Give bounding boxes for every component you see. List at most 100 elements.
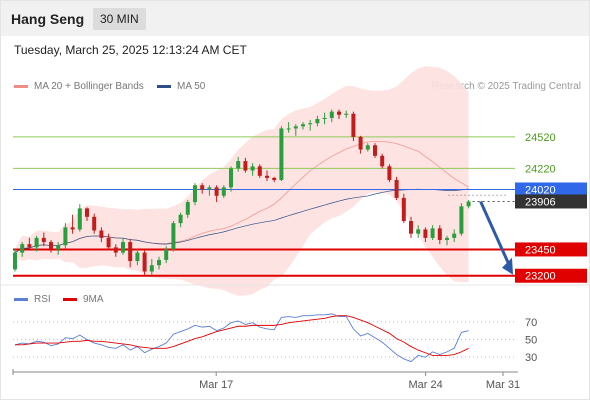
candle-body [250,166,255,171]
level-label-bg-23200 [515,268,587,283]
candle-body [149,265,154,272]
candle-body [329,111,334,118]
candle-body [286,128,291,130]
level-label-24220: 24220 [525,163,556,175]
candle-body [56,245,61,250]
candle-body [106,237,111,248]
candle-body [459,206,464,234]
legend-item-9ma: 9MA [63,294,104,305]
candle-body [315,118,320,124]
candle-body [229,168,233,188]
candle-body [416,229,421,234]
candle-body [430,228,435,238]
candle-body [380,155,385,167]
candle-body [164,249,169,260]
candle-body [63,227,68,246]
forecast-arrow-head [502,257,513,275]
candle-body [243,161,248,171]
candle-body [13,252,17,270]
legend-swatch-rsi [14,297,28,301]
candle-body [207,187,212,190]
level-label-bg-23450 [515,242,587,257]
candle-body [34,237,39,248]
candle-body [279,128,284,181]
candle-body [200,185,205,190]
candle-body [401,197,406,222]
candle-body [257,166,262,176]
candle-body [344,113,349,115]
candle-body [308,123,313,125]
candle-body [358,136,363,150]
candle-body [337,111,341,115]
candle-body [373,145,377,156]
candle-body [452,233,457,238]
rsi-tick-30: 30 [525,352,537,364]
candle-body [121,242,125,253]
candle-body [142,252,147,272]
candle-body [99,230,104,238]
rsi-line [14,313,469,363]
candle-body [293,126,298,129]
timeframe-badge[interactable]: 30 MIN [93,8,146,30]
copyright-text: Research © 2025 Trading Central [431,81,581,92]
candle-body [351,113,356,137]
legend-item-rsi: RSI [14,294,51,305]
candle-body [135,252,140,262]
level-label-bg-24020 [515,182,587,197]
candle-body [85,208,89,217]
candle-body [77,208,82,230]
candle-body [178,214,183,224]
candle-body [466,201,471,207]
candle-body [92,216,97,231]
candle-body [272,177,277,181]
candle-body [409,221,413,234]
candle-body [128,242,133,262]
candle-body [445,237,449,240]
candle-body [193,185,197,203]
legend-swatch-bollinger [14,84,28,88]
candle-body [437,228,442,240]
level-label-23200: 23200 [525,271,556,283]
legend-item-bollinger: MA 20 + Bollinger Bands [14,81,144,92]
rsi-tick-50: 50 [525,335,537,347]
legend-swatch-ma50 [157,84,171,88]
level-label-23906: 23906 [525,196,556,208]
candle-body [365,145,370,150]
candle-body [387,166,392,181]
candle-body [214,187,219,196]
x-tick-label-0: Mar 17 [199,379,233,391]
timestamp: Tuesday, March 25, 2025 12:13:24 AM CET [14,43,247,57]
candle-body [49,242,53,250]
legend-label-9ma: 9MA [83,294,104,305]
x-tick-label-2: Mar 31 [486,379,520,391]
rsi-9ma-line [15,315,469,356]
candle-body [185,202,190,215]
candle-body [70,227,75,230]
candle-body [113,247,118,253]
level-label-23450: 23450 [525,244,556,256]
level-label-24020: 24020 [525,184,556,196]
candle-body [236,161,241,169]
legend-label-ma50: MA 50 [177,81,206,92]
level-label-24520: 24520 [525,132,556,144]
bollinger-band [15,66,469,296]
candle-body [322,117,327,119]
candle-body [301,124,305,127]
ma50-line [14,188,469,253]
candle-body [394,180,399,198]
x-tick-label-1: Mar 24 [408,379,442,391]
instrument-title: Hang Seng [11,11,85,27]
candle-body [20,244,25,253]
header-bar: Hang Seng 30 MIN [1,1,589,36]
candle-body [157,259,161,266]
candle-body [41,237,46,243]
candle-body [265,175,269,178]
rsi-tick-70: 70 [525,317,537,329]
level-label-bg-23906 [515,194,587,209]
legend-label-rsi: RSI [34,294,51,305]
candle-body [221,187,226,196]
candle-body [423,229,428,238]
forecast-arrow-shaft [479,200,511,266]
